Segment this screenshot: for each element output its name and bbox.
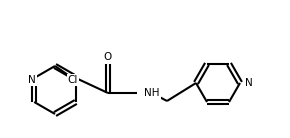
Text: O: O	[104, 52, 112, 62]
Text: N: N	[245, 78, 253, 88]
Text: Cl: Cl	[68, 75, 78, 85]
Text: N: N	[28, 75, 36, 85]
Text: NH: NH	[144, 88, 160, 98]
